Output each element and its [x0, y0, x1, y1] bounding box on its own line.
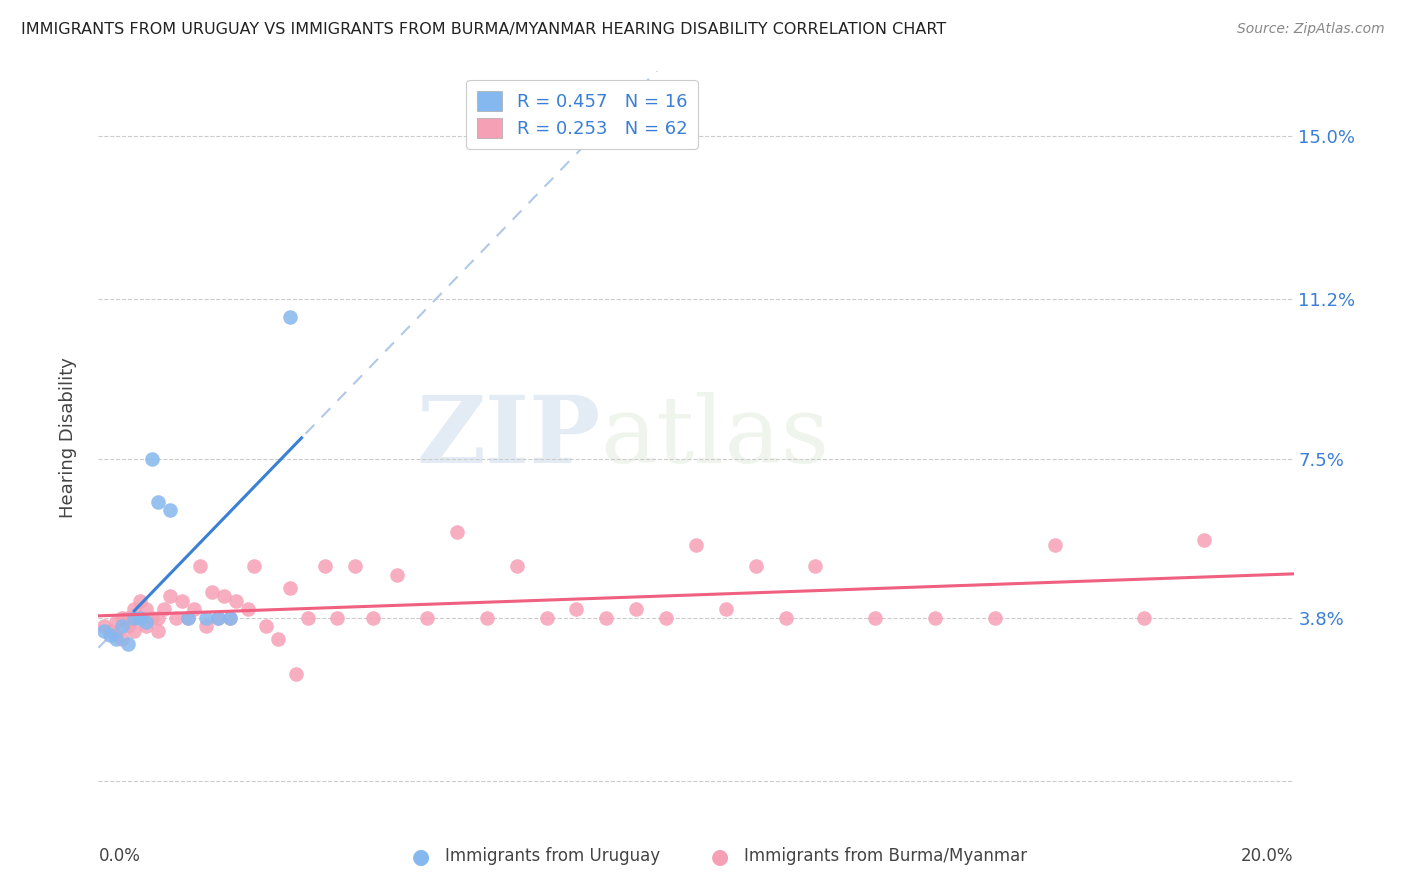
Point — [153, 602, 176, 616]
Text: 0.0%: 0.0% — [98, 847, 141, 864]
Point — [141, 451, 163, 466]
Point — [315, 559, 337, 574]
Point — [177, 611, 200, 625]
Point — [159, 503, 181, 517]
Point — [745, 559, 768, 574]
Point — [135, 602, 157, 616]
Point — [148, 494, 170, 508]
Text: Immigrants from Uruguay: Immigrants from Uruguay — [446, 847, 661, 864]
Point — [363, 611, 385, 625]
Point — [212, 589, 235, 603]
Legend: R = 0.457   N = 16, R = 0.253   N = 62: R = 0.457 N = 16, R = 0.253 N = 62 — [465, 80, 697, 149]
Point — [148, 611, 170, 625]
Point — [243, 559, 266, 574]
Point — [297, 611, 319, 625]
Point — [124, 624, 146, 638]
Point — [207, 611, 229, 625]
Point — [254, 619, 277, 633]
Point — [225, 593, 247, 607]
Point — [804, 559, 827, 574]
Point — [416, 611, 439, 625]
Point — [506, 559, 529, 574]
Point — [195, 611, 218, 625]
Text: IMMIGRANTS FROM URUGUAY VS IMMIGRANTS FROM BURMA/MYANMAR HEARING DISABILITY CORR: IMMIGRANTS FROM URUGUAY VS IMMIGRANTS FR… — [21, 22, 946, 37]
Point — [984, 611, 1007, 625]
Point — [111, 611, 134, 625]
Point — [278, 581, 301, 595]
Text: ●: ● — [412, 847, 430, 867]
Point — [93, 624, 115, 638]
Point — [1192, 533, 1215, 548]
Point — [775, 611, 797, 625]
Text: ●: ● — [711, 847, 728, 867]
Point — [105, 632, 128, 647]
Point — [105, 628, 128, 642]
Point — [865, 611, 887, 625]
Y-axis label: Hearing Disability: Hearing Disability — [59, 357, 77, 517]
Point — [111, 619, 134, 633]
Point — [165, 611, 187, 625]
Point — [326, 611, 349, 625]
Point — [267, 632, 290, 647]
Point — [201, 585, 224, 599]
Point — [219, 611, 242, 625]
Point — [124, 602, 146, 616]
Point — [446, 524, 468, 539]
Text: Source: ZipAtlas.com: Source: ZipAtlas.com — [1237, 22, 1385, 37]
Point — [207, 611, 229, 625]
Point — [135, 615, 157, 629]
Point — [195, 619, 218, 633]
Point — [188, 559, 211, 574]
Point — [117, 611, 139, 625]
Text: Immigrants from Burma/Myanmar: Immigrants from Burma/Myanmar — [744, 847, 1026, 864]
Point — [117, 619, 139, 633]
Point — [129, 611, 152, 625]
Point — [98, 624, 122, 638]
Point — [124, 611, 146, 625]
Point — [111, 632, 134, 647]
Point — [172, 593, 194, 607]
Point — [565, 602, 588, 616]
Point — [177, 611, 200, 625]
Point — [219, 611, 242, 625]
Text: 20.0%: 20.0% — [1241, 847, 1294, 864]
Point — [385, 567, 409, 582]
Point — [626, 602, 648, 616]
Point — [278, 310, 301, 324]
Point — [236, 602, 259, 616]
Point — [159, 589, 181, 603]
Point — [536, 611, 558, 625]
Point — [93, 619, 115, 633]
Point — [595, 611, 617, 625]
Point — [183, 602, 205, 616]
Point — [129, 611, 152, 625]
Point — [141, 611, 163, 625]
Point — [655, 611, 678, 625]
Point — [98, 628, 122, 642]
Point — [284, 666, 307, 681]
Point — [135, 619, 157, 633]
Point — [714, 602, 737, 616]
Point — [1043, 538, 1066, 552]
Text: atlas: atlas — [600, 392, 830, 482]
Point — [148, 624, 170, 638]
Point — [924, 611, 946, 625]
Point — [117, 637, 139, 651]
Point — [105, 615, 128, 629]
Point — [475, 611, 498, 625]
Point — [344, 559, 367, 574]
Point — [685, 538, 707, 552]
Point — [129, 593, 152, 607]
Text: ZIP: ZIP — [416, 392, 600, 482]
Point — [1133, 611, 1156, 625]
